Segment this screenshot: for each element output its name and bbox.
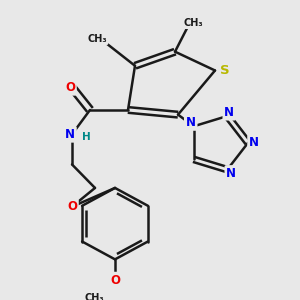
Text: N: N xyxy=(65,128,75,141)
Text: CH₃: CH₃ xyxy=(183,18,203,28)
Text: N: N xyxy=(186,116,196,129)
Text: CH₃: CH₃ xyxy=(84,293,104,300)
Text: CH₃: CH₃ xyxy=(87,34,107,44)
Text: N: N xyxy=(226,167,236,180)
Text: O: O xyxy=(110,274,120,286)
Text: O: O xyxy=(65,81,75,94)
Text: S: S xyxy=(220,64,230,77)
Text: H: H xyxy=(82,132,90,142)
Text: N: N xyxy=(249,136,259,149)
Text: O: O xyxy=(67,200,77,213)
Text: N: N xyxy=(224,106,234,119)
